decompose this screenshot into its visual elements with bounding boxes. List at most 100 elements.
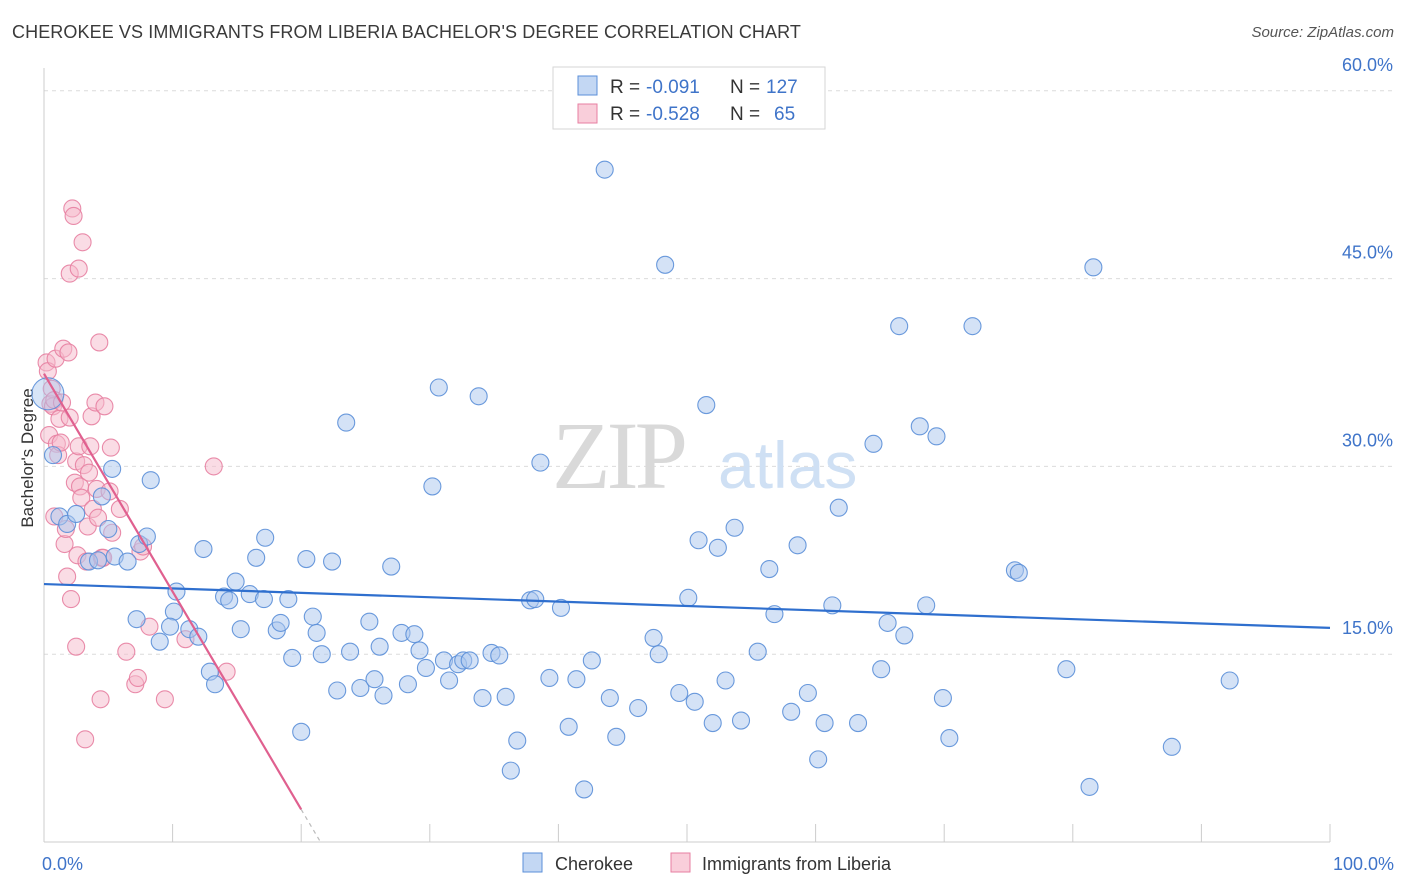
cherokee-point [910, 417, 929, 436]
liberia-point [88, 508, 108, 527]
cherokee-point [540, 668, 559, 688]
cherokee-point [567, 670, 586, 689]
cherokee-point [312, 645, 331, 664]
liberia-point [76, 730, 95, 749]
cherokee-point [460, 651, 479, 670]
cherokee-point [679, 588, 698, 607]
watermark-zip: ZIP [552, 402, 685, 509]
cherokee-point [823, 596, 842, 615]
cherokee-point [809, 750, 828, 769]
cherokee-point [118, 552, 137, 571]
cherokee-point [43, 446, 63, 465]
cherokee-point [410, 641, 429, 660]
cherokee-point [940, 729, 959, 748]
y-tick-label-3: 60.0% [1342, 55, 1393, 75]
cherokee-point [644, 628, 663, 647]
legend-box [552, 66, 826, 130]
liberia-point [64, 206, 83, 226]
y-tick-label-2: 45.0% [1342, 243, 1393, 263]
cherokee-point [103, 459, 122, 478]
cherokee-point [231, 620, 250, 639]
cherokee-point [1220, 671, 1239, 690]
cherokee-point [501, 761, 520, 780]
cherokee-point [365, 670, 384, 689]
cherokee-point [829, 498, 848, 517]
cherokee-point [220, 591, 239, 610]
cherokee-point [649, 645, 668, 664]
liberia-point [73, 233, 92, 252]
cherokee-point [725, 518, 744, 537]
cherokee-point [531, 453, 550, 472]
liberia-point [61, 590, 81, 609]
cherokee-point [1080, 777, 1099, 796]
trend-lines [43, 373, 1331, 843]
cherokee-point [92, 487, 111, 506]
cherokee-point [629, 698, 648, 718]
legend-r-label-1: R = [610, 77, 645, 98]
liberia-point [72, 488, 91, 507]
legend-swatch-cherokee [577, 75, 598, 96]
cherokee-point [760, 560, 779, 579]
liberia-point [79, 463, 99, 482]
cherokee-point [1162, 737, 1181, 756]
cherokee-point [890, 317, 909, 336]
liberia-point [155, 690, 174, 709]
legend-r-label-2: R = [610, 104, 645, 125]
cherokee-point [303, 607, 322, 626]
cherokee-point [416, 658, 435, 678]
cherokee-point [160, 617, 180, 636]
cherokee-point [67, 504, 86, 524]
cherokee-point [656, 255, 675, 274]
cherokee-point [254, 590, 273, 609]
watermark: ZIP atlas [552, 402, 857, 509]
cherokee-point [895, 626, 914, 645]
cherokee-point [815, 714, 834, 733]
cherokee-point [271, 613, 290, 632]
trend-line-cherokee [43, 582, 1331, 630]
cherokee-point [600, 688, 619, 708]
cherokee-point [551, 598, 571, 617]
liberia-point [204, 457, 223, 476]
cherokee-point [748, 642, 767, 661]
liberia-point [59, 343, 78, 362]
cherokee-point [398, 675, 417, 694]
cherokee-point [697, 395, 716, 415]
x-tick-label-1: 100.0% [1333, 854, 1394, 874]
liberia-point [101, 438, 120, 457]
legend-n-value-1: 127 [766, 77, 798, 98]
cherokee-point [607, 727, 626, 746]
cherokee-point [878, 613, 897, 632]
series-legend: Cherokee Immigrants from Liberia [522, 852, 892, 874]
cherokee-point [496, 687, 515, 706]
y-axis-label: Bachelor's Degree [18, 388, 37, 527]
cherokee-point [360, 612, 379, 631]
legend-r-value-1: -0.091 [646, 77, 700, 98]
x-tick-label-0: 0.0% [42, 854, 83, 874]
cherokee-point [323, 552, 342, 571]
cherokee-point [297, 549, 316, 569]
cherokee-point [872, 660, 891, 679]
cherokee-point [689, 531, 708, 550]
source-label: Source: ZipAtlas.com [1251, 24, 1394, 41]
cherokee-point [370, 637, 389, 656]
bottom-legend-swatch-cherokee [522, 852, 543, 873]
cherokee-point [782, 702, 801, 721]
cherokee-point [194, 539, 213, 559]
cherokee-point [1009, 563, 1028, 582]
cherokee-point [526, 590, 545, 609]
legend-swatch-liberia [577, 103, 598, 124]
cherokee-point [226, 572, 245, 591]
series-cherokee-points [31, 160, 1239, 799]
cherokee-point [292, 722, 311, 741]
gridlines [44, 90, 1395, 655]
cherokee-point [283, 648, 302, 668]
liberia-point [91, 690, 110, 709]
legend-n-label-2: N = [730, 104, 765, 125]
cherokee-point [279, 590, 298, 609]
liberia-point [58, 567, 77, 586]
cherokee-point [256, 528, 275, 547]
cherokee-point [490, 646, 509, 665]
x-tick-labels: 0.0% 100.0% [42, 854, 1394, 874]
liberia-point [117, 642, 136, 661]
cherokee-point [864, 434, 883, 453]
